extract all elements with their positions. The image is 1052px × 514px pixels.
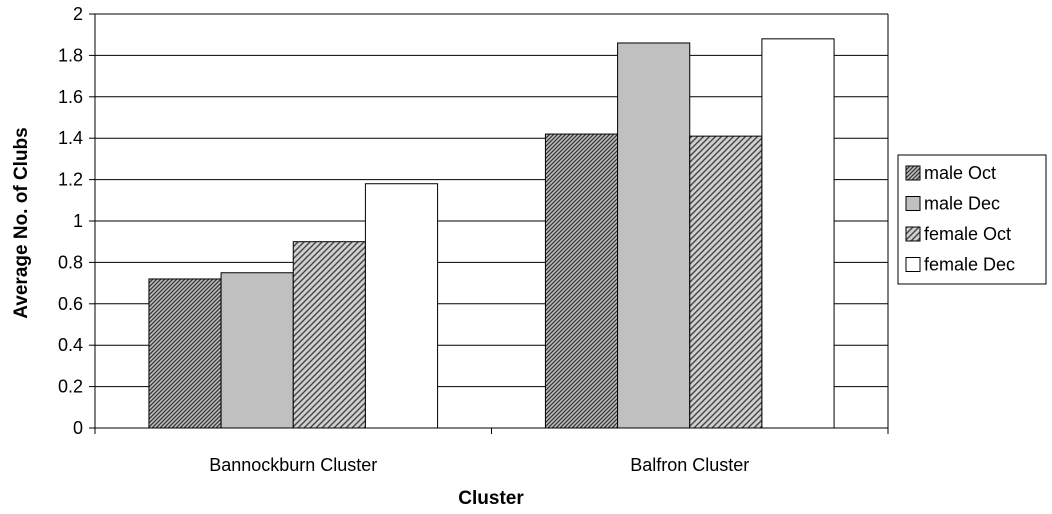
y-tick-label: 0.8 xyxy=(58,252,83,272)
y-tick-labels: 0 0.2 0.4 0.6 0.8 1 1.2 1.4 1.6 1.8 2 xyxy=(58,4,83,438)
bar xyxy=(617,42,691,429)
x-axis-title: Cluster xyxy=(458,488,524,509)
x-category-labels: Bannockburn Cluster Balfron Cluster xyxy=(209,455,749,475)
bar xyxy=(220,272,294,429)
bar xyxy=(292,241,366,429)
legend-label: female Dec xyxy=(924,255,1015,275)
legend-box xyxy=(897,154,1047,285)
x-category-label: Bannockburn Cluster xyxy=(209,455,377,475)
legend-label: male Dec xyxy=(924,194,1000,214)
bar xyxy=(364,183,439,429)
x-category-label: Balfron Cluster xyxy=(630,455,749,475)
bar xyxy=(148,278,222,429)
legend: male Oct male Dec female Oct female Dec xyxy=(897,154,1047,285)
y-tick-label: 0.4 xyxy=(58,335,83,355)
axes xyxy=(89,13,889,434)
legend-swatch xyxy=(905,196,921,211)
legend-label: male Oct xyxy=(924,163,996,183)
bar xyxy=(761,38,835,429)
legend-swatch xyxy=(905,165,921,181)
y-axis-title: Average No. of Clubs xyxy=(11,127,32,318)
y-tick-label: 1 xyxy=(73,211,83,231)
y-tick-label: 1.2 xyxy=(58,170,83,190)
y-tick-label: 1.8 xyxy=(58,45,83,65)
y-tick-label: 2 xyxy=(73,4,83,24)
legend-swatch xyxy=(905,257,921,272)
bar xyxy=(544,133,619,429)
legend-label: female Oct xyxy=(924,224,1011,244)
legend-swatch xyxy=(905,226,921,242)
bar xyxy=(689,135,763,429)
y-tick-label: 1.6 xyxy=(58,87,83,107)
y-tick-label: 1.4 xyxy=(58,128,83,148)
y-tick-label: 0.6 xyxy=(58,294,83,314)
y-tick-label: 0.2 xyxy=(58,377,83,397)
y-tick-label: 0 xyxy=(73,418,83,438)
